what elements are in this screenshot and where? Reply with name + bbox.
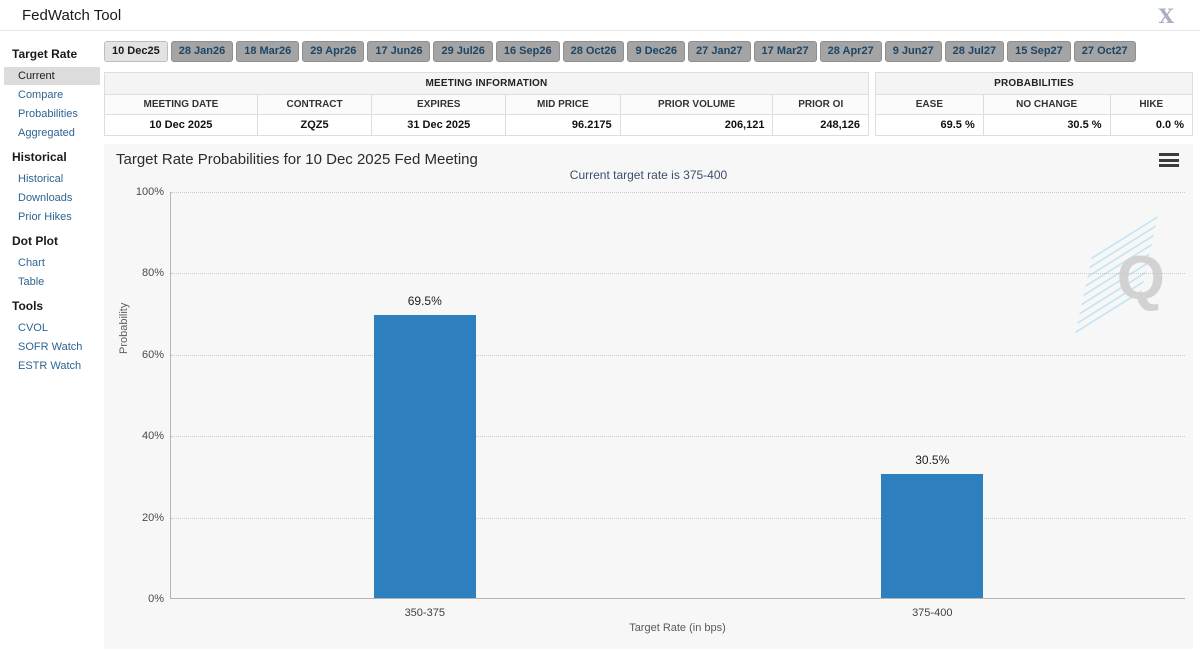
sidebar-item-estr-watch[interactable]: ESTR Watch — [18, 360, 82, 372]
sidebar: Target Rate Current Compare Probabilities Ag… — [0, 31, 104, 649]
sidebar-section-title: Tools — [12, 299, 44, 313]
column-header: PRIOR OI — [772, 94, 869, 115]
table-caption: MEETING INFORMATION — [104, 72, 869, 95]
content-area: Target Rate Current Compare Probabilities Ag… — [0, 31, 1200, 649]
gridline — [171, 192, 1185, 193]
table-cell: 31 Dec 2025 — [371, 114, 507, 136]
meeting-tab[interactable]: 9 Jun27 — [884, 41, 942, 62]
meeting-tab[interactable]: 10 Dec25 — [104, 41, 168, 62]
probabilities-table: PROBABILITIES EASE NO CHANGE HIKE 69.5 % 30.5… — [875, 72, 1194, 136]
probability-chart: Target Rate Probabilities for 10 Dec 202… — [104, 144, 1193, 649]
bar-value-label: 69.5% — [407, 294, 442, 309]
y-tick-label: 100% — [135, 186, 164, 198]
sidebar-section-title: Target Rate — [12, 47, 78, 61]
column-header: EXPIRES — [371, 94, 507, 115]
y-tick-label: 60% — [141, 348, 164, 361]
meeting-tab[interactable]: 28 Oct26 — [562, 41, 625, 62]
main-panel: 10 Dec25 28 Jan26 18 Mar26 29 Apr26 17 Jun26… — [104, 31, 1200, 649]
meeting-tab[interactable]: 28 Jul27 — [944, 41, 1005, 62]
x-share-icon[interactable]: X — [1158, 4, 1174, 28]
y-axis-title: Probability — [118, 302, 130, 354]
sidebar-item-current[interactable]: Current — [4, 67, 100, 85]
meeting-tab[interactable]: 15 Sep27 — [1007, 41, 1071, 62]
plot-area: Q 0% 20% 40% 60% 80% 100% 69.5% 350-375 30.5% 375… — [136, 186, 1185, 619]
chart-menu-icon[interactable] — [1159, 153, 1179, 167]
y-tick-label: 0% — [148, 593, 164, 605]
column-header: HIKE — [1109, 94, 1194, 115]
table-cell: 96.2175 — [505, 114, 621, 136]
probability-bar[interactable] — [373, 315, 476, 598]
meeting-tab[interactable]: 16 Sep26 — [495, 41, 560, 62]
meeting-information-table: MEETING INFORMATION MEETING DATE CONTRACT E… — [104, 72, 869, 136]
bar-value-label: 30.5% — [915, 452, 950, 467]
meeting-tab[interactable]: 27 Oct27 — [1073, 41, 1136, 62]
meeting-tab[interactable]: 28 Jan26 — [170, 41, 234, 62]
meeting-tab[interactable]: 28 Apr27 — [819, 41, 882, 62]
sidebar-item-compare[interactable]: Compare — [18, 89, 64, 101]
table-caption: PROBABILITIES — [875, 72, 1193, 95]
meeting-tab[interactable]: 29 Jul26 — [433, 41, 493, 62]
quikstrike-watermark-icon: Q — [1074, 215, 1167, 339]
gridline — [171, 273, 1185, 275]
x-axis-title: Target Rate (in bps) — [629, 622, 726, 634]
table-cell: 248,126 — [772, 114, 869, 136]
column-header: PRIOR VOLUME — [619, 94, 774, 115]
sidebar-section-title: Historical — [12, 150, 67, 164]
y-tick-label: 40% — [141, 430, 164, 443]
sidebar-item-sofr-watch[interactable]: SOFR Watch — [18, 341, 83, 353]
meeting-tab[interactable]: 29 Apr26 — [302, 41, 365, 62]
table-cell: 10 Dec 2025 — [104, 114, 258, 136]
gridline — [171, 354, 1185, 356]
meeting-tab[interactable]: 17 Jun26 — [367, 41, 431, 62]
app-header: FedWatch Tool X — [0, 0, 1200, 31]
page-title: FedWatch Tool — [22, 7, 122, 24]
sidebar-item-probabilities[interactable]: Probabilities — [18, 108, 78, 120]
column-header: MID PRICE — [505, 94, 621, 115]
sidebar-item-cvol[interactable]: CVOL — [18, 322, 48, 334]
table-cell: 69.5 % — [875, 114, 984, 136]
table-row: 10 Dec 2025 ZQZ5 31 Dec 2025 96.2175 206,121… — [104, 114, 869, 136]
y-tick-label: 80% — [141, 267, 164, 280]
column-header: CONTRACT — [256, 94, 373, 115]
table-cell: 206,121 — [619, 114, 774, 136]
table-cell: 30.5 % — [982, 114, 1111, 136]
meeting-tab[interactable]: 17 Mar27 — [753, 41, 817, 62]
sidebar-item-aggregated[interactable]: Aggregated — [18, 127, 75, 139]
y-tick-label: 20% — [141, 511, 164, 524]
meeting-tab[interactable]: 18 Mar26 — [236, 41, 300, 62]
sidebar-item-prior-hikes[interactable]: Prior Hikes — [18, 211, 72, 223]
meeting-tab[interactable]: 9 Dec26 — [627, 41, 686, 62]
table-cell: 0.0 % — [1109, 114, 1194, 136]
chart-title: Target Rate Probabilities for 10 Dec 202… — [116, 151, 478, 168]
chart-subtitle: Current target rate is 375-400 — [569, 168, 728, 182]
table-row: 69.5 % 30.5 % 0.0 % — [875, 114, 1194, 136]
sidebar-section-title: Dot Plot — [12, 234, 58, 248]
gridline — [171, 436, 1185, 438]
table-cell: ZQZ5 — [256, 114, 373, 136]
column-header: EASE — [875, 94, 984, 115]
meeting-date-tabs: 10 Dec25 28 Jan26 18 Mar26 29 Apr26 17 Jun26… — [104, 41, 1193, 62]
sidebar-item-downloads[interactable]: Downloads — [18, 192, 73, 204]
column-header: NO CHANGE — [982, 94, 1111, 115]
probability-bar[interactable] — [881, 473, 984, 598]
gridline — [171, 517, 1185, 519]
sidebar-item-chart[interactable]: Chart — [18, 257, 45, 269]
x-category-label: 375-400 — [912, 607, 953, 619]
x-category-label: 350-375 — [404, 607, 445, 619]
column-header: MEETING DATE — [104, 94, 258, 115]
info-tables: MEETING INFORMATION MEETING DATE CONTRACT E… — [104, 72, 1194, 136]
sidebar-item-table[interactable]: Table — [18, 276, 45, 288]
meeting-tab[interactable]: 27 Jan27 — [688, 41, 751, 62]
sidebar-item-historical[interactable]: Historical — [18, 173, 64, 185]
